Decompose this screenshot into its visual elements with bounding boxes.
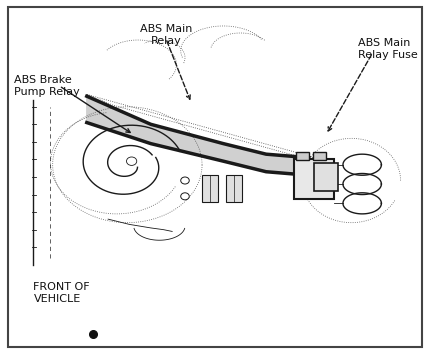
Text: ABS Main
Relay: ABS Main Relay [140, 24, 192, 46]
Circle shape [181, 177, 189, 184]
Bar [314, 162, 339, 191]
Polygon shape [266, 154, 309, 175]
Bar [202, 175, 218, 201]
Text: ABS Main
Relay Fuse: ABS Main Relay Fuse [358, 38, 418, 60]
Text: ABS Brake
Pump Relay: ABS Brake Pump Relay [14, 75, 80, 97]
Polygon shape [151, 124, 224, 161]
Bar [313, 152, 326, 160]
Text: FRONT OF
VEHICLE: FRONT OF VEHICLE [33, 282, 90, 304]
Bar [226, 175, 242, 201]
Circle shape [181, 193, 189, 200]
Bar [296, 152, 309, 160]
Polygon shape [224, 144, 266, 172]
Polygon shape [87, 96, 151, 144]
Bar [294, 159, 335, 199]
